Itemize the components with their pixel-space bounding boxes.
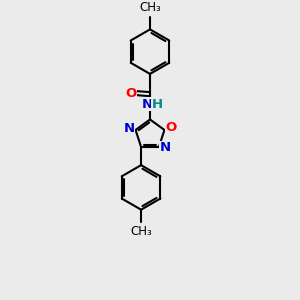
Text: N: N [160,141,171,154]
Text: N: N [142,98,153,111]
Text: CH₃: CH₃ [139,1,161,14]
Text: H: H [152,98,163,111]
Text: O: O [165,122,176,134]
Text: N: N [124,122,135,135]
Text: CH₃: CH₃ [130,225,152,238]
Text: O: O [125,87,137,100]
